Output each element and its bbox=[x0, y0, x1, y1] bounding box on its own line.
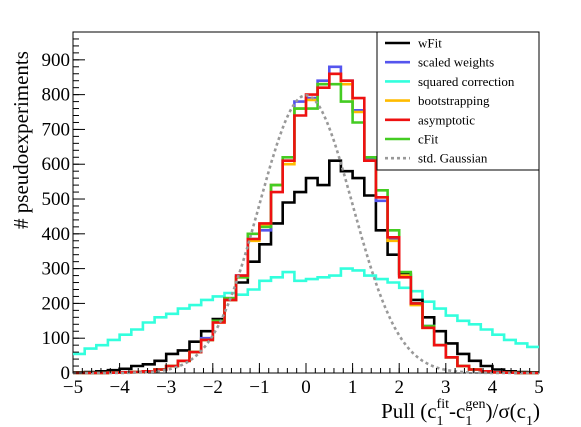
y-tick-label: 800 bbox=[42, 85, 71, 106]
x-tick-label: 5 bbox=[534, 377, 544, 398]
legend-label: scaled weights bbox=[418, 55, 494, 70]
x-tick-label: 1 bbox=[348, 377, 358, 398]
series-line-wfit bbox=[73, 159, 539, 374]
y-tick-label: 500 bbox=[42, 189, 71, 210]
legend-label: bootstrapping bbox=[418, 93, 490, 108]
series-line-squared-correction bbox=[73, 267, 539, 356]
x-tick-label: 0 bbox=[301, 377, 311, 398]
y-tick-label: 600 bbox=[42, 154, 71, 175]
legend-label: cFit bbox=[418, 132, 439, 147]
x-axis-title: Pull (c1fit-c1gen)/σ(c1) bbox=[381, 397, 540, 427]
legend-label: wFit bbox=[418, 36, 442, 51]
series-line-std-gaussian bbox=[73, 93, 539, 375]
x-tick-label: −1 bbox=[249, 377, 269, 398]
x-tick-label: −2 bbox=[203, 377, 223, 398]
legend: wFit scaled weights squared correction boot… bbox=[376, 31, 540, 171]
y-tick-label: 300 bbox=[42, 259, 71, 280]
legend-label: asymptotic bbox=[418, 112, 475, 127]
x-tick-label: −3 bbox=[156, 377, 176, 398]
y-tick-label: 200 bbox=[42, 293, 71, 314]
legend-label: std. Gaussian bbox=[418, 151, 488, 166]
y-axis-title: # pseudoexperiments bbox=[9, 51, 33, 229]
y-tick-label: 400 bbox=[42, 224, 71, 245]
x-tick-label: 2 bbox=[394, 377, 404, 398]
legend-label: squared correction bbox=[418, 74, 515, 89]
series-layer bbox=[73, 65, 539, 375]
y-tick-label: 700 bbox=[42, 119, 71, 140]
x-tick-label: 3 bbox=[441, 377, 451, 398]
x-tick-label: −5 bbox=[63, 377, 83, 398]
y-tick-label: 0 bbox=[61, 363, 71, 384]
y-tick-label: 900 bbox=[42, 50, 71, 71]
y-tick-label: 100 bbox=[42, 328, 71, 349]
x-tick-label: −4 bbox=[109, 377, 130, 398]
x-tick-label: 4 bbox=[488, 377, 498, 398]
axes-layer: −5 −4 −3 −2 −1 0 1 2 3 4 5 0 100 200 300 400 500 600 700 80… bbox=[42, 31, 544, 398]
